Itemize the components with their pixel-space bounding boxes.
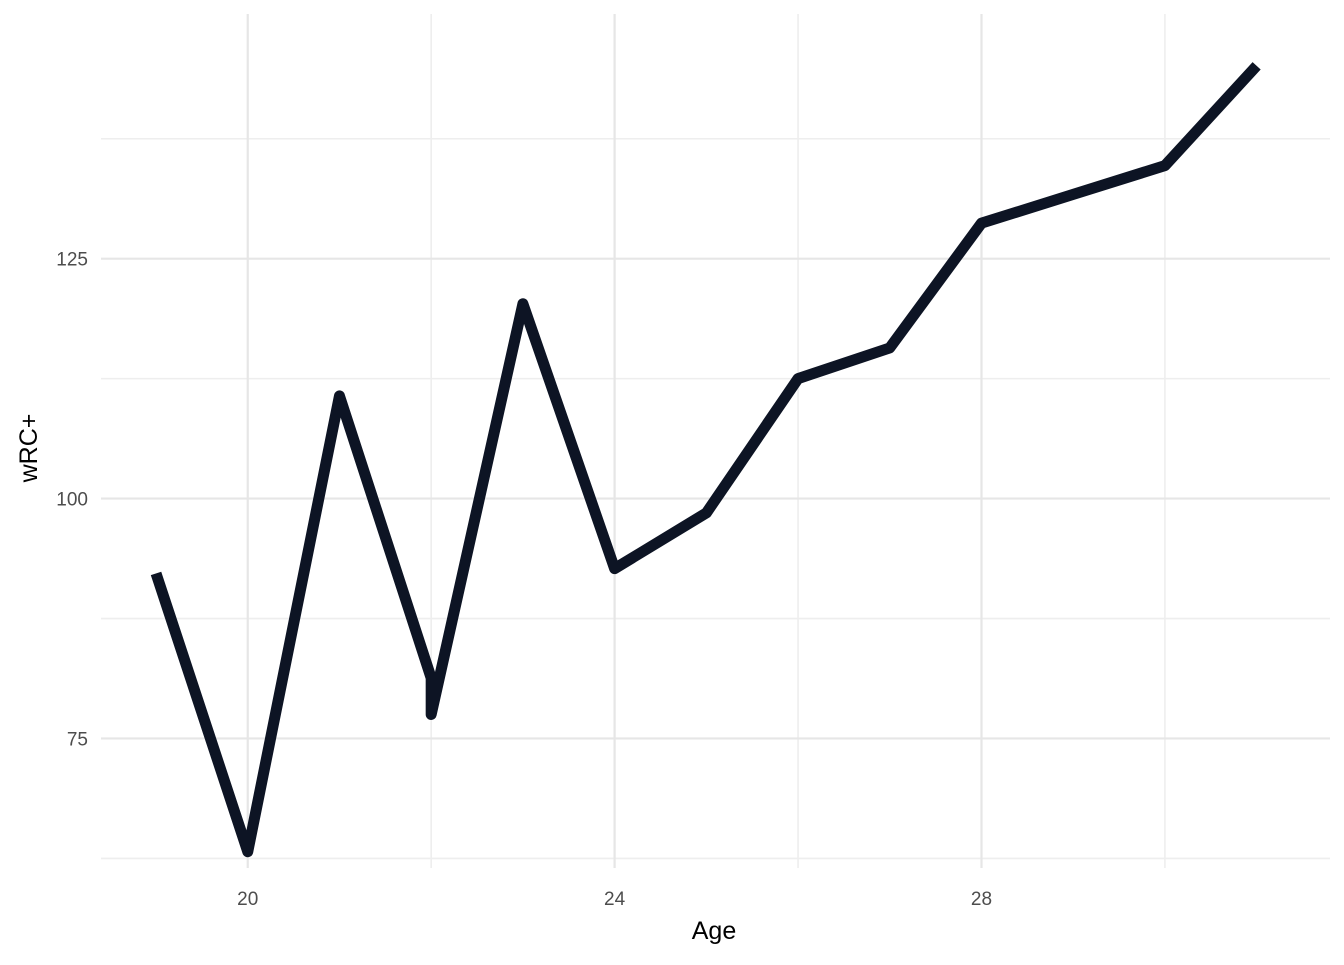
x-axis-title: Age: [692, 917, 736, 945]
data-series: [150, 62, 1261, 858]
y-tick-label: 75: [67, 729, 88, 750]
x-tick-label: 24: [604, 889, 626, 910]
major-gridlines: [101, 14, 1330, 868]
x-tick-label: 20: [237, 889, 258, 910]
series-line: [150, 62, 1261, 858]
y-tick-label: 125: [56, 250, 88, 271]
x-tick-label: 28: [971, 889, 992, 910]
y-axis-title: wRC+: [15, 414, 43, 484]
y-tick-label: 100: [56, 490, 88, 511]
y-axis-tick-labels: 75 100 125: [56, 250, 88, 751]
x-axis-tick-labels: 20 24 28: [237, 889, 992, 910]
minor-gridlines: [101, 14, 1330, 868]
